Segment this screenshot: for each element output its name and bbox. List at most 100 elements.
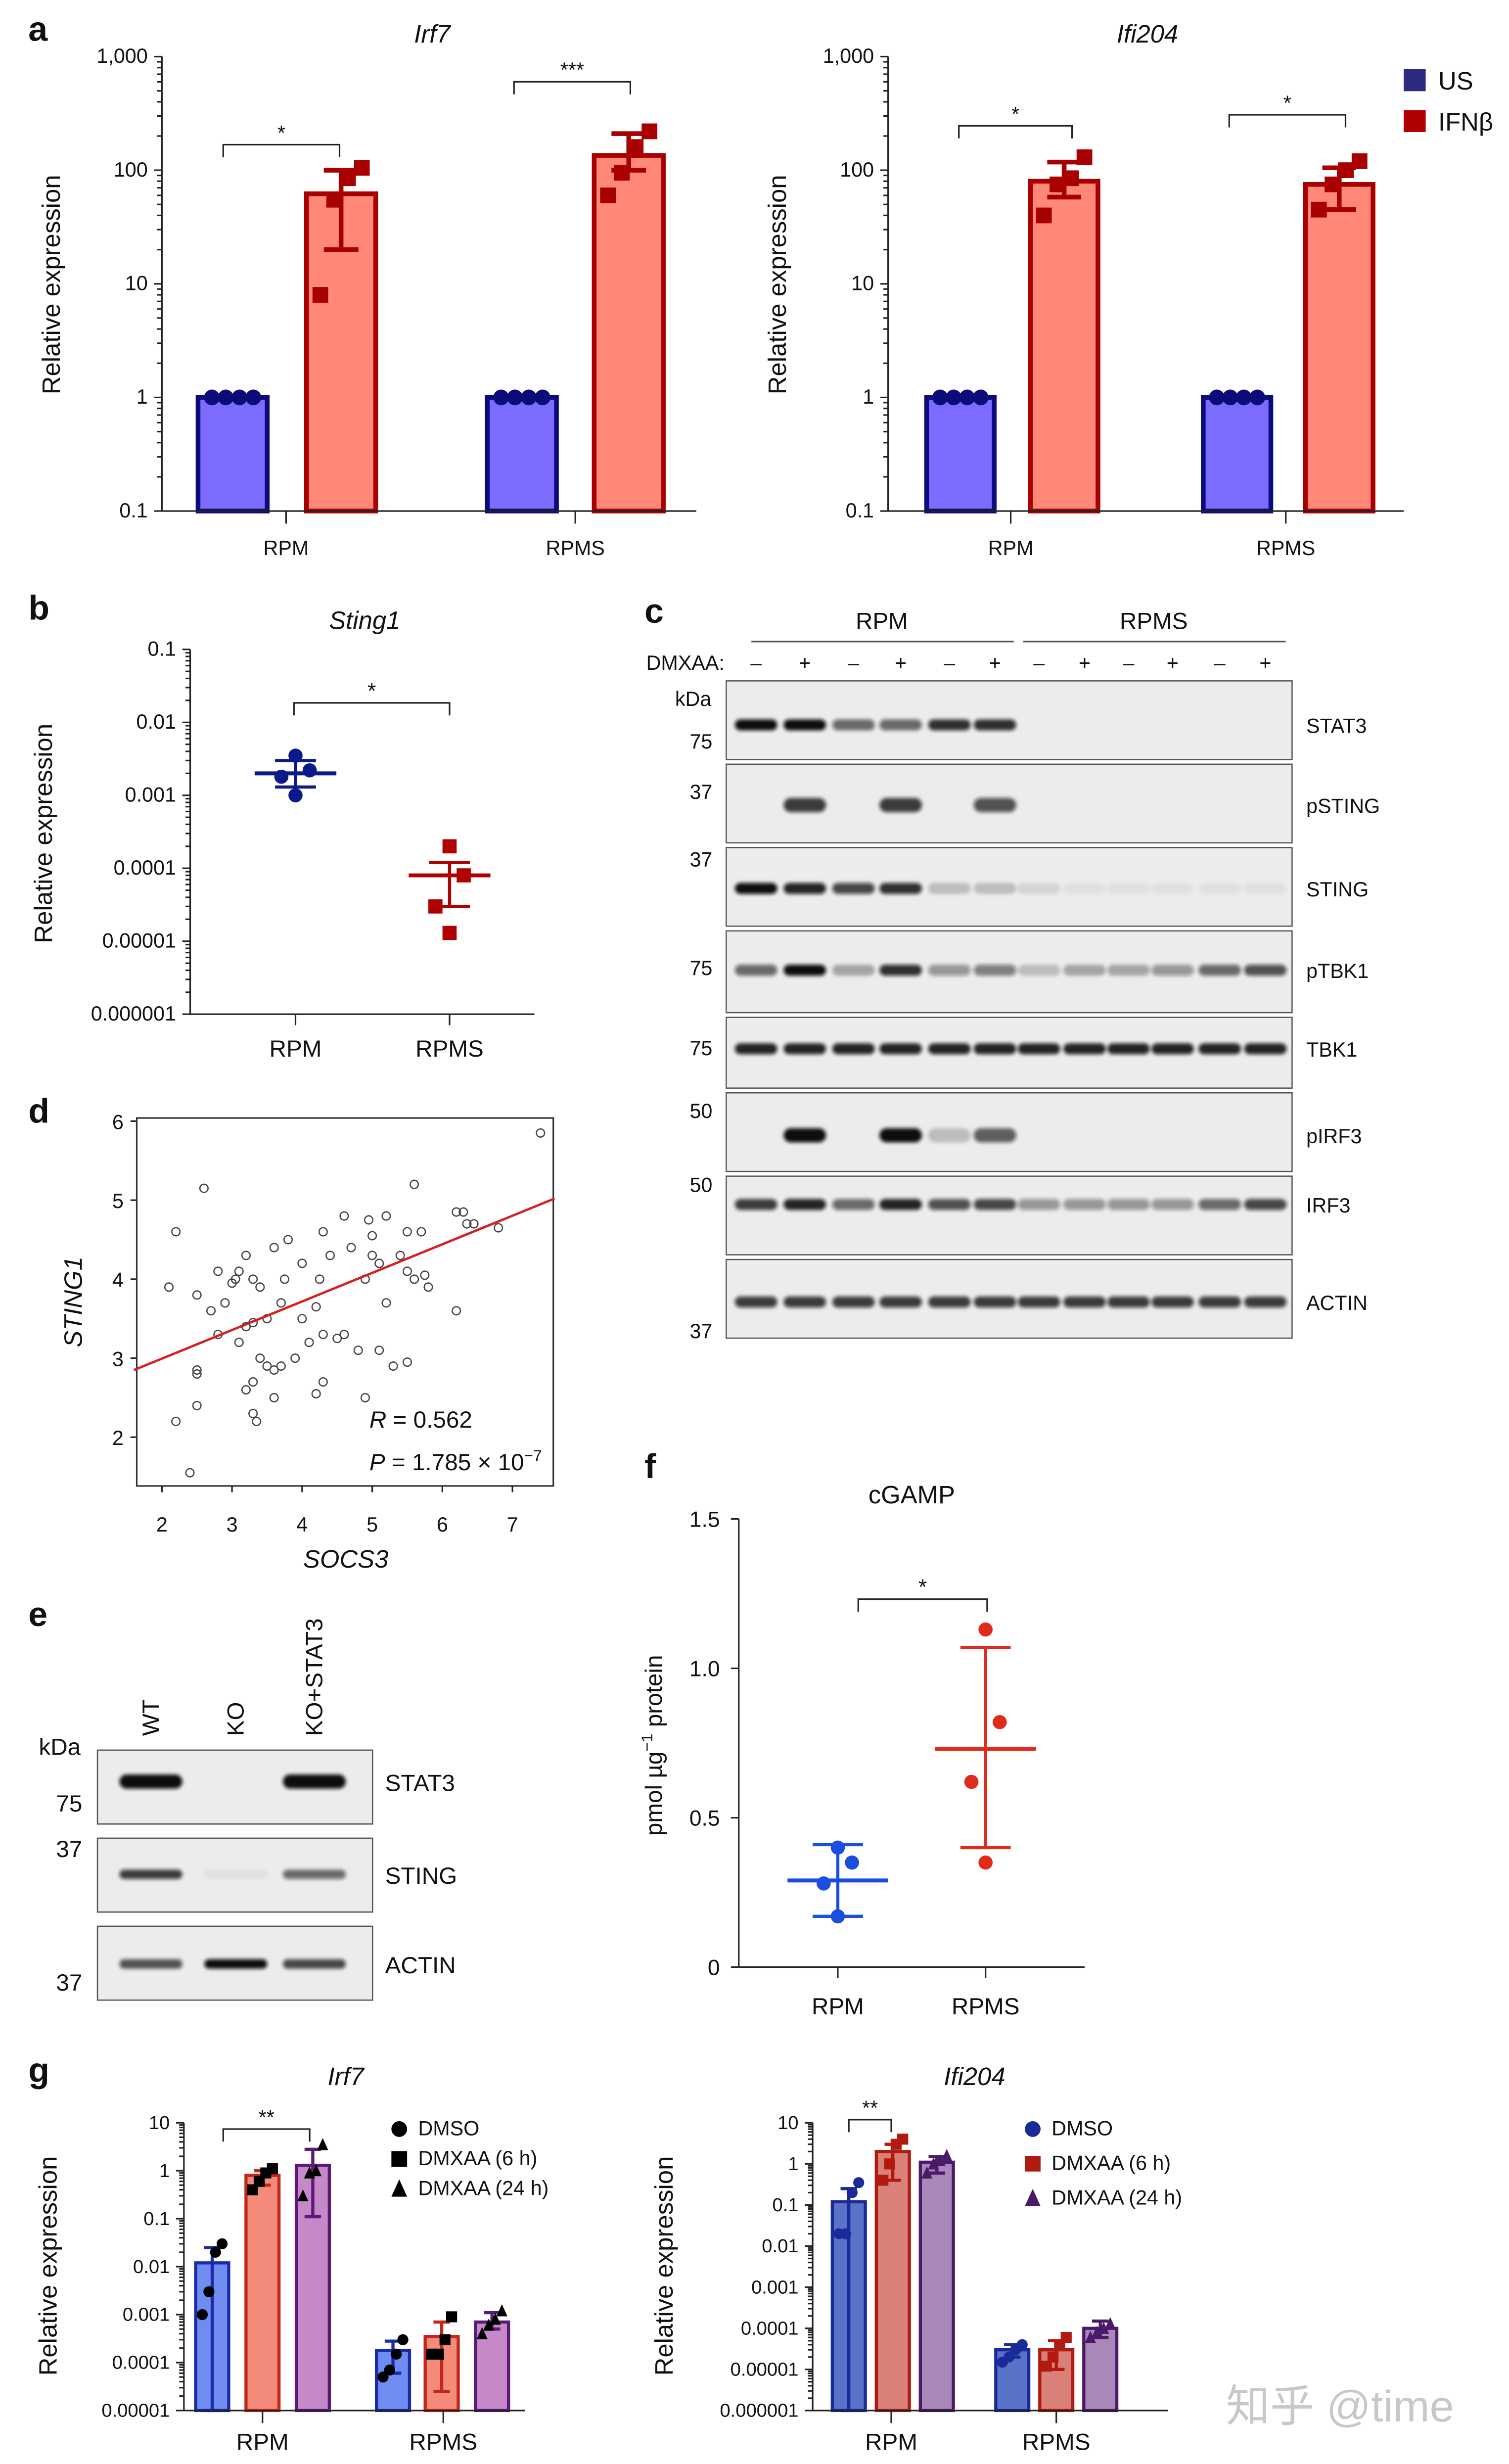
blot-band: [1017, 1199, 1060, 1210]
data-point: [354, 160, 370, 176]
data-point: [391, 2348, 402, 2360]
data-point: [377, 2371, 389, 2383]
data-point: [245, 389, 262, 406]
blot-band: [1244, 1043, 1287, 1055]
blot-band: [1017, 1296, 1060, 1308]
blot-band: [973, 798, 1016, 812]
blot-band: [204, 1869, 268, 1879]
blot-band: [283, 1959, 346, 1969]
blot-row-label: STING: [1306, 878, 1369, 901]
data-point: [199, 1183, 209, 1193]
y-tick-label: 0.01: [762, 2235, 798, 2257]
significance-bracket: [958, 125, 1073, 139]
blot-band: [1063, 1296, 1106, 1308]
blot-band: [832, 719, 875, 731]
p-exponent: −7: [524, 1446, 542, 1464]
data-point: [230, 1274, 240, 1284]
blot-band: [832, 1043, 875, 1055]
data-point: [297, 1314, 307, 1324]
data-point: [231, 389, 248, 406]
lane-group-label: RPM: [856, 608, 908, 634]
data-point: [283, 1235, 293, 1245]
significance-bracket: [222, 143, 341, 157]
data-point: [972, 389, 989, 406]
lane-sign: +: [989, 651, 1001, 674]
lane-sign: +: [1259, 651, 1271, 674]
panel-label-c: c: [644, 592, 664, 630]
b-sting1-chart: Sting1 0.000001 0.00001 0.0001 0.001 0.01 0.1 R…: [29, 606, 535, 1062]
blot-row-label: ACTIN: [1306, 1292, 1368, 1314]
y-tick-label: 0.000001: [720, 2400, 798, 2421]
blot-band: [973, 965, 1016, 976]
panel-label-f: f: [644, 1447, 656, 1486]
data-point: [332, 1334, 342, 1344]
data-point: [315, 1274, 324, 1284]
data-point: [255, 1282, 265, 1292]
blot-band: [1198, 883, 1241, 894]
data-point: [614, 165, 630, 181]
data-point: [433, 2348, 444, 2360]
data-point: [1076, 149, 1093, 165]
data-point: [483, 2319, 495, 2331]
y-tick-label: 0.0001: [114, 856, 176, 879]
lane-sign: –: [750, 651, 762, 674]
blot-band: [734, 1296, 777, 1308]
y-tick-label: 10: [149, 2112, 170, 2134]
blot-band: [783, 1128, 826, 1143]
data-point: [462, 1219, 472, 1229]
y-tick-label: 4: [112, 1269, 124, 1292]
f-cgamp-chart: cGAMP 0 0.5 1.0 1.5 pmol µg−1 protein RPM RPMS *: [638, 1481, 1085, 2020]
data-point: [241, 1385, 251, 1395]
y-tick-label: 0.01: [133, 2256, 170, 2278]
y-axis-label: Relative expression: [650, 2156, 678, 2376]
data-point: [171, 1227, 181, 1237]
significance-bracket: [1228, 114, 1347, 128]
data-point: [1085, 2330, 1096, 2343]
blot-band: [1198, 1043, 1241, 1055]
blot-band: [973, 883, 1016, 894]
y-tick-label: 0.01: [137, 710, 176, 733]
blot-band: [973, 1296, 1016, 1308]
chart-title: Irf7: [327, 2062, 365, 2091]
y-tick-label: 0.1: [148, 638, 176, 660]
data-point: [185, 1468, 195, 1478]
x-tick-label: RPM: [812, 1994, 864, 2020]
blot-band: [973, 1128, 1016, 1143]
bar-IFNβ-RPMS: [1303, 182, 1375, 513]
y-label-tail: protein: [641, 1655, 667, 1733]
data-point: [253, 2176, 265, 2187]
x-tick-label: RPM: [264, 537, 309, 559]
plot-frame: [136, 1117, 554, 1487]
data-point: [206, 1306, 216, 1316]
bar-US-RPMS: [485, 395, 559, 513]
y-tick-label: 10: [777, 2112, 798, 2134]
blot-row-label: pIRF3: [1306, 1125, 1362, 1148]
y-tick-label: 0.00001: [102, 929, 176, 952]
data-point: [1091, 2325, 1103, 2338]
blot-band: [1151, 965, 1194, 976]
data-point: [171, 1416, 181, 1426]
blot-band: [1017, 883, 1060, 894]
blot-band: [832, 965, 875, 976]
data-point: [452, 1306, 461, 1316]
data-point: [311, 1389, 321, 1399]
data-point: [410, 1274, 419, 1284]
data-point: [397, 2334, 409, 2345]
data-point: [1351, 153, 1368, 169]
blot-band: [928, 883, 971, 894]
legend-label: DMXAA (6 h): [418, 2147, 537, 2170]
kda-marker: 75: [689, 957, 712, 979]
blot-band: [928, 1296, 971, 1308]
bar-DMXAA (6 h)-RPM: [874, 2150, 911, 2413]
data-point: [846, 2187, 858, 2198]
x-tick-label: 6: [437, 1513, 448, 1536]
y-tick-label: 0.0001: [741, 2318, 799, 2339]
blot-band: [879, 719, 922, 731]
blot-band: [1107, 965, 1150, 976]
data-point: [364, 1215, 374, 1225]
data-point: [1025, 2155, 1041, 2172]
blot-band: [1198, 965, 1241, 976]
x-tick-label: RPM: [236, 2429, 289, 2455]
y-tick-label: 1: [863, 385, 874, 408]
